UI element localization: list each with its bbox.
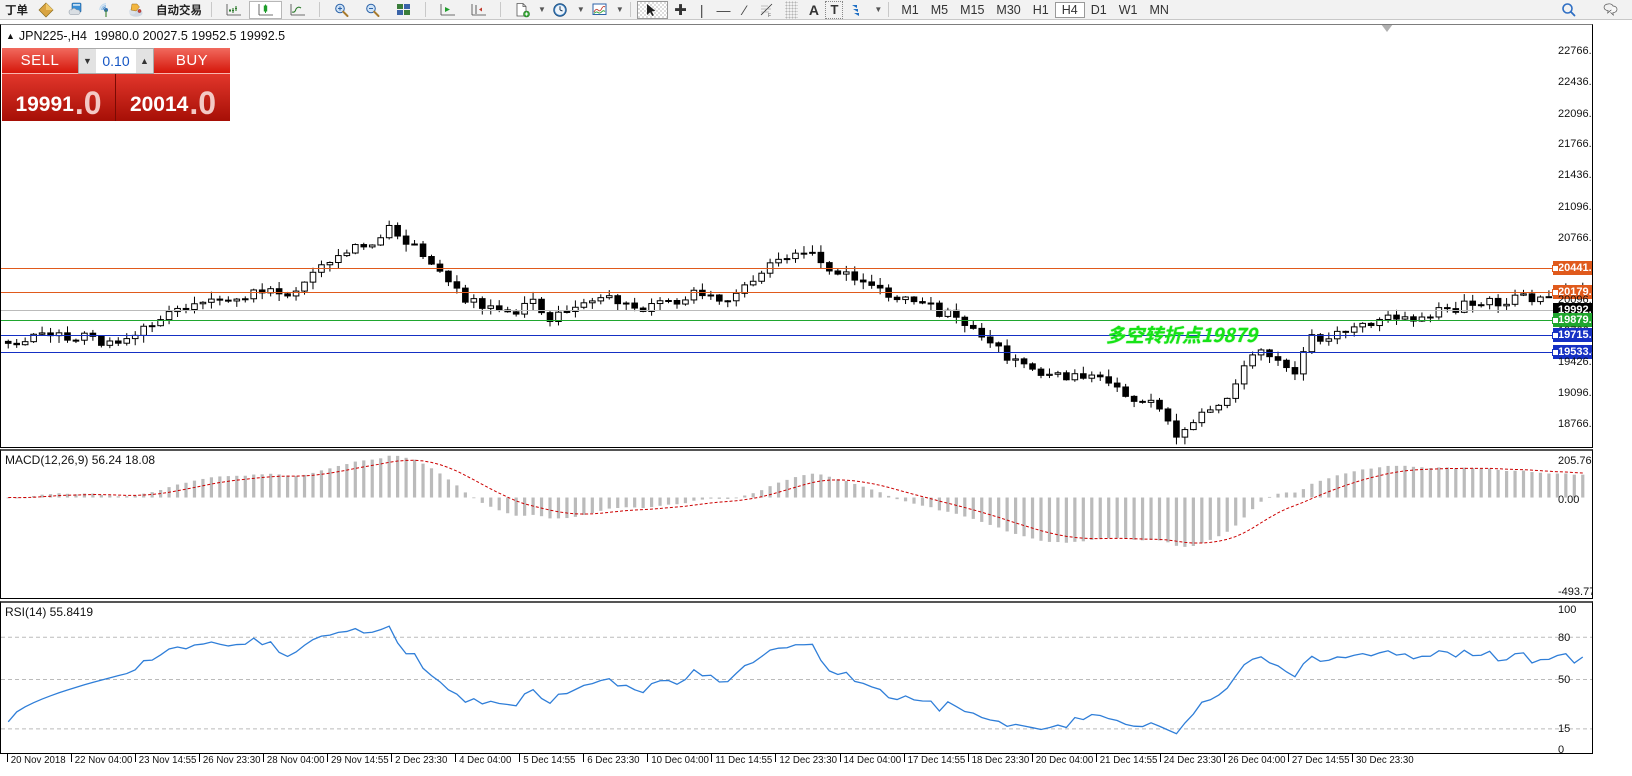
svg-text:F: F (768, 13, 771, 18)
